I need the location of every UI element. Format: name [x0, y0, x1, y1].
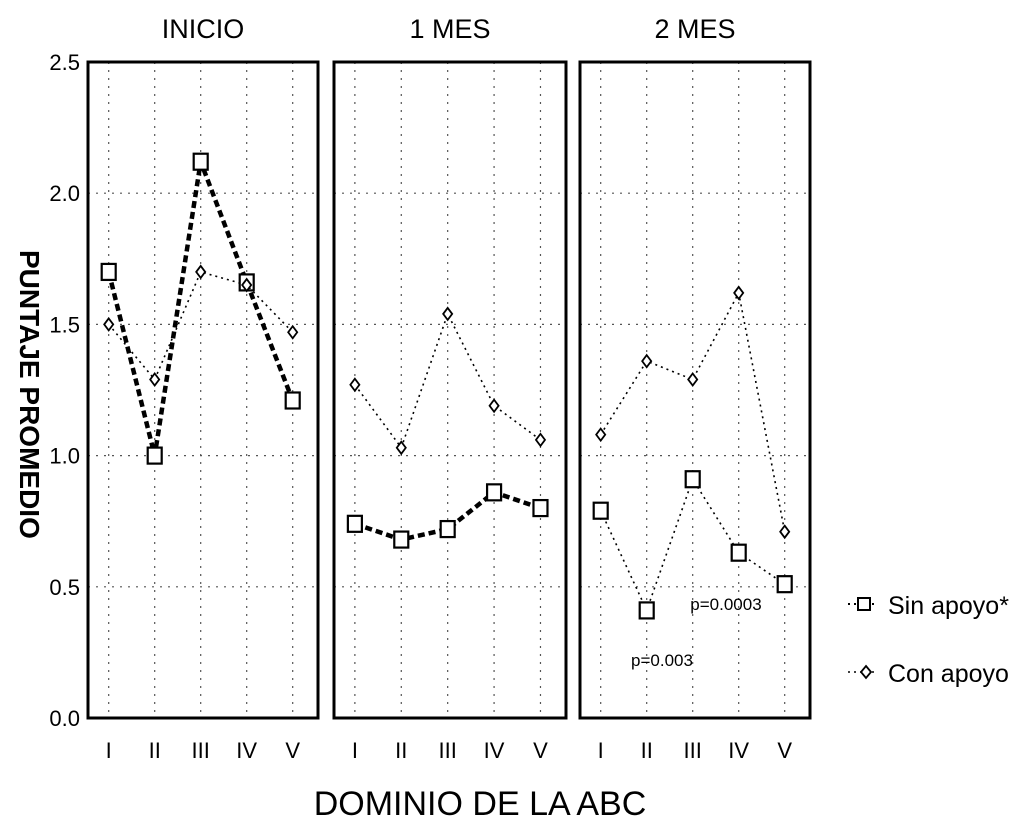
data-point-sin-apoyo — [592, 501, 609, 520]
x-tick-label: I — [598, 738, 604, 763]
x-tick-label: I — [352, 738, 358, 763]
data-point-con-apoyo — [442, 306, 454, 322]
series-line-sin-apoyo — [599, 477, 786, 613]
series-layer — [100, 152, 793, 620]
annotation-p-value: p=0.0003 — [690, 595, 761, 614]
x-tick-label: II — [395, 738, 407, 763]
data-point-con-apoyo — [595, 427, 607, 443]
data-point-con-apoyo — [733, 285, 745, 301]
y-tick-label: 1.0 — [49, 444, 80, 469]
series-line-con-apoyo — [354, 311, 541, 450]
data-point-con-apoyo — [195, 264, 207, 280]
panel-title: 1 MES — [409, 14, 490, 44]
data-point-sin-apoyo — [393, 530, 410, 549]
x-tick-label: IV — [728, 738, 749, 763]
data-point-sin-apoyo — [638, 601, 655, 620]
panel-title: INICIO — [162, 14, 245, 44]
x-tick-label: III — [192, 738, 210, 763]
legend: Sin apoyo* Con apoyo — [848, 592, 1009, 688]
data-point-con-apoyo — [241, 277, 253, 293]
data-point-sin-apoyo — [730, 543, 747, 562]
legend-square-icon — [857, 597, 871, 611]
panel-frame — [332, 60, 568, 720]
x-tick-label: IV — [236, 738, 257, 763]
data-point-con-apoyo — [488, 398, 500, 414]
data-point-sin-apoyo — [284, 391, 301, 410]
y-axis-title: PUNTAJE PROMEDIO — [14, 250, 45, 539]
data-point-con-apoyo — [687, 372, 699, 388]
panel-title: 2 MES — [654, 14, 735, 44]
x-tick-label: III — [684, 738, 702, 763]
data-point-con-apoyo — [287, 324, 299, 340]
data-point-con-apoyo — [641, 353, 653, 369]
data-point-sin-apoyo — [192, 152, 209, 171]
data-point-sin-apoyo — [439, 519, 456, 539]
legend-diamond-icon — [859, 664, 873, 680]
x-tick-label: III — [439, 738, 457, 763]
data-point-sin-apoyo — [346, 514, 363, 533]
x-tick-label: II — [641, 738, 653, 763]
data-point-sin-apoyo — [485, 483, 503, 502]
y-tick-label: 1.5 — [49, 312, 80, 337]
data-point-sin-apoyo — [684, 470, 701, 489]
panel-frame — [86, 60, 320, 720]
x-tick-label: I — [106, 738, 112, 763]
panel-frame — [578, 60, 812, 720]
data-point-sin-apoyo — [146, 446, 163, 465]
legend-label-sin-apoyo: Sin apoyo* — [888, 592, 1009, 620]
series-line-con-apoyo — [108, 270, 294, 382]
y-tick-label: 2.5 — [49, 50, 80, 75]
data-point-con-apoyo — [149, 372, 161, 388]
legend-item-sin-apoyo: Sin apoyo* — [848, 592, 1009, 620]
x-tick-label: V — [777, 738, 792, 763]
series-line-sin-apoyo — [106, 152, 295, 457]
data-point-con-apoyo — [395, 440, 407, 456]
y-tick-label: 2.0 — [49, 181, 80, 206]
data-point-sin-apoyo — [100, 262, 117, 282]
data-point-con-apoyo — [349, 377, 361, 393]
data-point-con-apoyo — [534, 432, 547, 448]
legend-label-con-apoyo: Con apoyo — [888, 660, 1009, 688]
x-tick-label: V — [533, 738, 548, 763]
x-tick-label: V — [285, 738, 300, 763]
legend-item-con-apoyo: Con apoyo — [848, 660, 1009, 688]
y-tick-label: 0.0 — [49, 706, 80, 731]
frame-layer — [86, 60, 812, 720]
data-point-con-apoyo — [103, 316, 115, 332]
x-axis-title: DOMINIO DE LA ABC — [314, 785, 647, 823]
annotation-p-value: p=0.003 — [631, 651, 693, 670]
data-point-con-apoyo — [779, 524, 791, 540]
y-tick-label: 0.5 — [49, 575, 80, 600]
data-point-sin-apoyo — [776, 575, 793, 594]
x-tick-label: IV — [484, 738, 505, 763]
data-point-sin-apoyo — [532, 498, 549, 518]
x-tick-label: II — [149, 738, 161, 763]
